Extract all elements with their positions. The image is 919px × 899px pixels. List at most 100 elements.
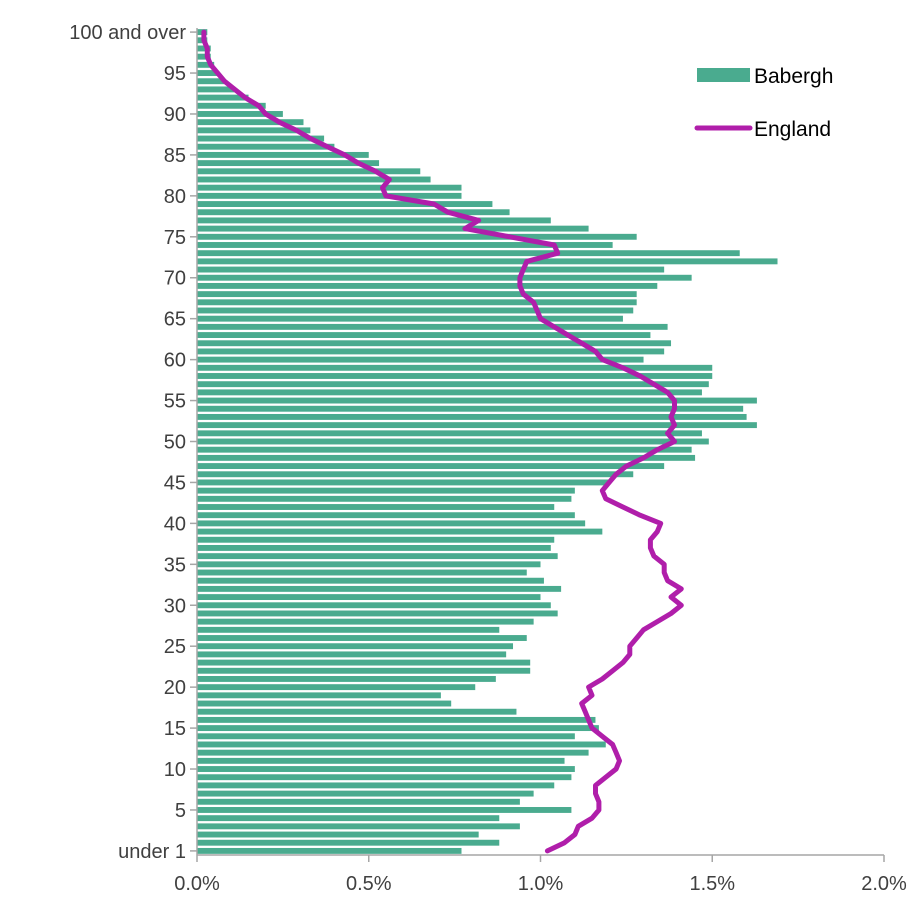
bar-age-35 [197, 561, 541, 568]
y-tick-label: 90 [164, 104, 186, 126]
bar-age-60 [197, 356, 644, 363]
bar-age-79 [197, 201, 493, 207]
y-tick-label: 45 [164, 472, 186, 494]
bar-age-87 [197, 135, 325, 142]
bar-age-56 [197, 389, 702, 396]
bar-age-34 [197, 569, 527, 576]
bar-age-1 [197, 839, 500, 846]
legend: Babergh England [694, 65, 833, 141]
bar-age-51 [197, 430, 702, 437]
y-tick-label: 100 and over [69, 22, 186, 44]
bar-age-76 [197, 225, 589, 232]
y-tick-label: 80 [164, 186, 186, 208]
bar-age-61 [197, 348, 665, 355]
bar-age-16 [197, 716, 596, 723]
england-line [201, 29, 684, 854]
bar-age-12 [197, 749, 589, 756]
bar-age-3 [197, 823, 520, 830]
bar-age-52 [197, 422, 757, 429]
bar-age-90 [197, 111, 283, 117]
bar-age-62 [197, 340, 672, 347]
bar-age-36 [197, 553, 558, 560]
bar-age-89 [197, 119, 304, 126]
bar-age-75 [197, 233, 637, 240]
babergh-bars [197, 29, 778, 854]
bar-age-84 [197, 160, 380, 167]
bar-age-4 [197, 815, 500, 822]
bar-age-80 [197, 192, 462, 199]
bar-age-17 [197, 708, 517, 715]
y-axis-ticks: under 1 5 10 15 20 25 30 35 40 45 50 55 60 65 70 75 80 85… [69, 22, 197, 863]
bar-age-88 [197, 127, 311, 134]
bar-age-27 [197, 626, 500, 633]
bar-age-78 [197, 209, 510, 216]
y-tick-label: 60 [164, 350, 186, 372]
bar-age-57 [197, 381, 709, 388]
y-tick-label: 85 [164, 145, 186, 167]
x-tick-label: 1.5% [689, 873, 735, 895]
bar-age-13 [197, 741, 606, 748]
y-tick-label: 25 [164, 636, 186, 658]
bar-age-5 [197, 807, 572, 813]
bar-age-40 [197, 520, 586, 527]
bar-age-48 [197, 454, 696, 461]
y-tick-label: 35 [164, 554, 186, 576]
bar-age-20 [197, 684, 476, 691]
bar-age-9 [197, 774, 572, 781]
y-tick-label: 75 [164, 227, 186, 249]
bar-age-31 [197, 594, 541, 601]
bar-age-32 [197, 585, 562, 592]
bar-age-93 [197, 86, 235, 93]
bar-age-22 [197, 667, 531, 674]
y-tick-label: 20 [164, 677, 186, 699]
bar-age-23 [197, 659, 531, 666]
x-axis-ticks: 0.0% 0.5% 1.0% 1.5% 2.0% [174, 855, 907, 895]
bar-age-38 [197, 536, 555, 543]
bar-age-46 [197, 471, 634, 478]
bar-age-47 [197, 463, 665, 470]
bar-age-33 [197, 577, 544, 584]
bar-age-67 [197, 299, 637, 306]
y-tick-label: 40 [164, 513, 186, 535]
bar-age-30 [197, 602, 551, 609]
bar-age-94 [197, 78, 225, 85]
bar-age-92 [197, 94, 249, 101]
bar-age-65 [197, 315, 623, 322]
bar-age-15 [197, 725, 599, 732]
bar-age-55 [197, 397, 757, 404]
bar-age-6 [197, 798, 520, 805]
y-tick-label: 70 [164, 268, 186, 290]
bar-age-96 [197, 61, 215, 68]
bar-age-37 [197, 544, 551, 551]
bar-age-44 [197, 487, 575, 494]
bar-age-83 [197, 168, 421, 175]
bar-age-24 [197, 651, 507, 658]
bar-age-95 [197, 70, 218, 76]
x-tick-label: 1.0% [518, 873, 564, 895]
bar-age-21 [197, 676, 496, 682]
bar-age-41 [197, 512, 575, 519]
x-tick-label: 0.5% [346, 873, 392, 895]
x-tick-label: 2.0% [861, 873, 907, 895]
y-tick-label: under 1 [118, 841, 186, 863]
y-tick-label: 15 [164, 718, 186, 740]
bar-age-42 [197, 504, 555, 510]
bar-age-98 [197, 45, 211, 52]
bar-age-18 [197, 700, 452, 707]
bar-age-0 [197, 847, 462, 854]
bar-age-86 [197, 143, 335, 150]
bar-age-2 [197, 831, 479, 838]
y-tick-label: 10 [164, 759, 186, 781]
bar-age-63 [197, 332, 651, 339]
legend-babergh-label: Babergh [754, 65, 833, 88]
y-tick-label: 65 [164, 309, 186, 331]
bar-age-69 [197, 282, 658, 289]
bar-age-53 [197, 413, 747, 420]
bar-age-85 [197, 151, 369, 158]
bar-age-77 [197, 217, 551, 224]
y-tick-label: 95 [164, 63, 186, 85]
bar-age-64 [197, 323, 668, 330]
bar-age-82 [197, 176, 431, 183]
bar-age-25 [197, 643, 514, 650]
